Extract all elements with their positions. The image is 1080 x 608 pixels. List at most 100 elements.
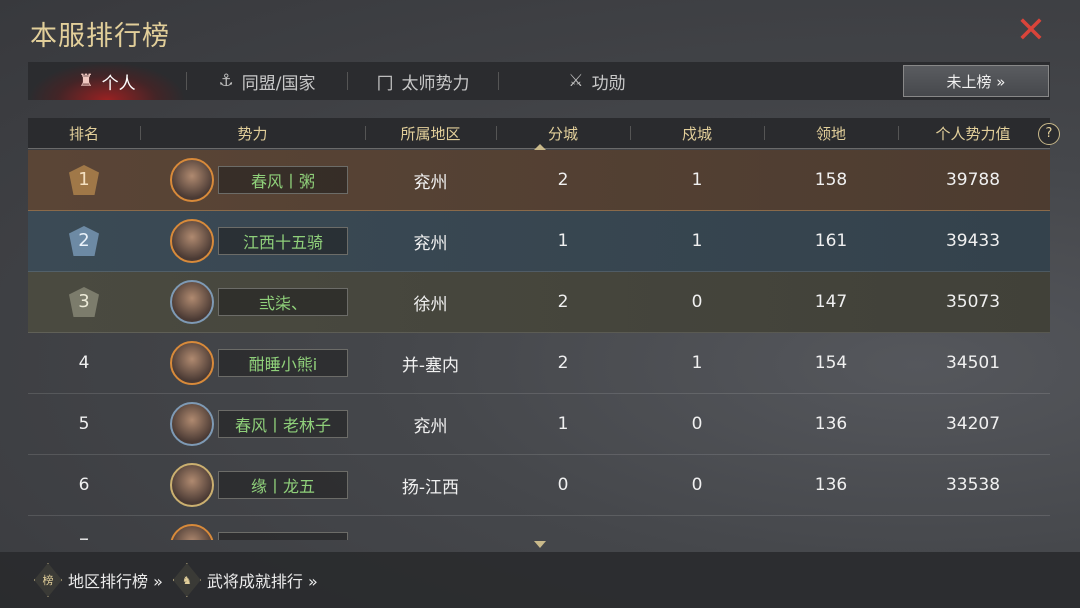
- region-rank-link[interactable]: 榜地区排行榜 »: [34, 563, 163, 597]
- avatar[interactable]: [170, 524, 214, 540]
- scroll-down-icon: [534, 541, 546, 548]
- region-cell: 并-塞内: [401, 355, 460, 376]
- unranked-button[interactable]: 未上榜 »: [903, 65, 1049, 97]
- rank-cell: 1: [28, 165, 140, 195]
- garrison-city-cell: 0: [691, 292, 703, 312]
- territory-cell: 147: [814, 292, 848, 312]
- faction-cell: 江西十五骑: [140, 219, 365, 263]
- region-cell: 兖州: [413, 233, 448, 254]
- table-row[interactable]: 3 弎柒、 徐州 2 0 147 35073: [28, 272, 1050, 333]
- help-icon[interactable]: ?: [1038, 123, 1060, 145]
- player-name[interactable]: 春风丨粥: [218, 166, 348, 194]
- rank-medal-icon: 3: [69, 287, 99, 317]
- rank-number: 7: [79, 536, 90, 540]
- rank-number: 4: [78, 353, 90, 373]
- territory-cell: 136: [814, 475, 848, 495]
- player-name[interactable]: [218, 532, 348, 540]
- garrison-city-cell: 0: [691, 414, 703, 434]
- power-cell: 34207: [945, 414, 1001, 434]
- faction-cell: 春风丨老林子: [140, 402, 365, 446]
- branch-city-cell: 2: [557, 170, 569, 190]
- region-cell: 兖州: [413, 172, 448, 193]
- faction-cell: 酣睡小熊i: [140, 341, 365, 385]
- player-name[interactable]: 缘丨龙五: [218, 471, 348, 499]
- col-power[interactable]: 个人势力值: [898, 123, 1048, 144]
- territory-cell: 161: [814, 231, 848, 251]
- region-cell: 兖州: [413, 416, 448, 437]
- avatar[interactable]: [170, 463, 214, 507]
- general-statue-icon: ♞: [172, 563, 201, 597]
- tab-personal[interactable]: ♜ 个人: [28, 62, 186, 100]
- table-row[interactable]: 6 缘丨龙五 扬-江西 0 0 136 33538: [28, 455, 1050, 516]
- branch-city-cell: 2: [557, 292, 569, 312]
- power-cell: 39788: [945, 170, 1001, 190]
- col-rank[interactable]: 排名: [68, 124, 99, 143]
- avatar[interactable]: [170, 158, 214, 202]
- avatar[interactable]: [170, 280, 214, 324]
- rank-cell: 3: [28, 287, 140, 317]
- rank-cell: 5: [28, 414, 140, 434]
- close-icon: ✕: [1015, 10, 1047, 51]
- tab-bar: ♜ 个人 ⚓ 同盟/国家 冂太师势力 ⚔ 功勋: [28, 62, 1050, 100]
- player-name[interactable]: 江西十五骑: [218, 227, 348, 255]
- tab-taishi[interactable]: 冂太师势力: [348, 62, 498, 100]
- table-row[interactable]: 4 酣睡小熊i 并-塞内 2 1 154 34501: [28, 333, 1050, 394]
- branch-city-cell: 1: [557, 414, 569, 434]
- player-name[interactable]: 弎柒、: [218, 288, 348, 316]
- divider: [498, 72, 499, 90]
- page-title: 本服排行榜: [30, 21, 170, 52]
- branch-city-cell: 2: [557, 353, 569, 373]
- col-branch-city[interactable]: 分城: [496, 123, 630, 144]
- region-cell: 徐州: [413, 294, 448, 315]
- col-faction[interactable]: 势力: [140, 123, 365, 144]
- rank-cell: 2: [28, 226, 140, 256]
- close-button[interactable]: ✕: [1014, 13, 1048, 49]
- general-rank-link[interactable]: ♞ 武将成就排行 »: [172, 563, 318, 597]
- table-row[interactable]: 7: [28, 516, 1050, 540]
- person-helmet-icon: ♜: [78, 71, 94, 91]
- power-cell: 35073: [945, 292, 1001, 312]
- tab-alliance[interactable]: ⚓ 同盟/国家: [218, 71, 316, 94]
- region-cell: 扬-江西: [401, 477, 460, 498]
- rank-cell: 6: [28, 475, 140, 495]
- garrison-city-cell: 0: [691, 475, 703, 495]
- tab-merit[interactable]: ⚔ 功勋: [568, 71, 626, 94]
- table-header: 排名 势力 所属地区 分城 戍城 领地 个人势力值 ?: [28, 118, 1060, 149]
- rank-cell: 7: [28, 536, 140, 540]
- ranking-table[interactable]: 1 春风丨粥 兖州 2 1 158 39788 2 江西十五骑 兖州 1 1 16…: [28, 150, 1050, 540]
- banner-icon: 冂: [376, 73, 394, 94]
- garrison-city-cell: 1: [691, 170, 703, 190]
- territory-cell: 154: [814, 353, 848, 373]
- crossed-swords-icon: ⚔: [568, 71, 584, 91]
- region-rank-icon: 榜: [34, 563, 62, 597]
- power-cell: 39433: [945, 231, 1001, 251]
- avatar[interactable]: [170, 219, 214, 263]
- alliance-icon: ⚓: [218, 71, 234, 91]
- garrison-city-cell: 1: [691, 353, 703, 373]
- col-region[interactable]: 所属地区: [365, 123, 496, 144]
- col-territory[interactable]: 领地: [764, 123, 898, 144]
- rank-medal-icon: 1: [69, 165, 99, 195]
- avatar[interactable]: [170, 341, 214, 385]
- table-row[interactable]: 1 春风丨粥 兖州 2 1 158 39788: [28, 150, 1050, 211]
- branch-city-cell: 0: [557, 475, 569, 495]
- divider: [347, 72, 348, 90]
- faction-cell: 缘丨龙五: [140, 463, 365, 507]
- player-name[interactable]: 酣睡小熊i: [218, 349, 348, 377]
- player-name[interactable]: 春风丨老林子: [218, 410, 348, 438]
- table-row[interactable]: 5 春风丨老林子 兖州 1 0 136 34207: [28, 394, 1050, 455]
- faction-cell: 春风丨粥: [140, 158, 365, 202]
- faction-cell: [140, 524, 365, 540]
- col-garrison-city[interactable]: 戍城: [630, 123, 764, 144]
- footer: 榜地区排行榜 » ♞ 武将成就排行 »: [0, 552, 1080, 608]
- power-cell: 34501: [945, 353, 1001, 373]
- rank-number: 5: [78, 414, 90, 434]
- divider: [186, 72, 187, 90]
- branch-city-cell: 1: [557, 231, 569, 251]
- avatar[interactable]: [170, 402, 214, 446]
- territory-cell: 136: [814, 414, 848, 434]
- rank-number: 6: [78, 475, 90, 495]
- table-row[interactable]: 2 江西十五骑 兖州 1 1 161 39433: [28, 211, 1050, 272]
- rank-medal-icon: 2: [69, 226, 99, 256]
- faction-cell: 弎柒、: [140, 280, 365, 324]
